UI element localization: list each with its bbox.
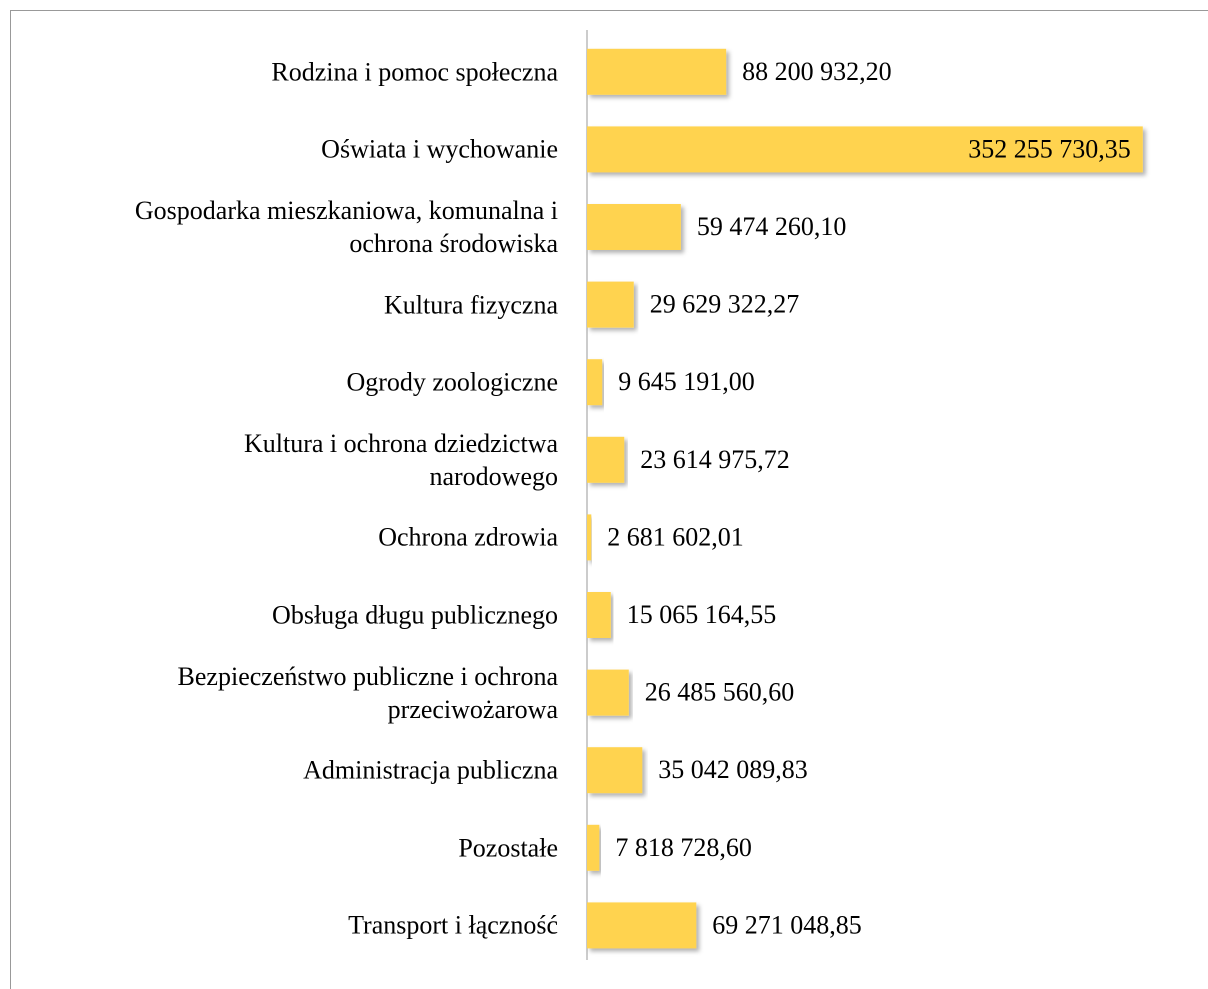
value-label: 352 255 730,35: [968, 134, 1131, 163]
bar: [587, 902, 697, 949]
category-label: Pozostałe: [458, 833, 558, 863]
category-label: Bezpieczeństwo publiczne i ochrona przec…: [177, 661, 558, 724]
chart-frame: [10, 10, 1208, 989]
category-label: Kultura i ochrona dziedzictwa narodowego: [243, 428, 558, 491]
value-label: 29 629 322,27: [650, 290, 800, 319]
bar: [587, 359, 603, 406]
category-label: Ogrody zoologiczne: [346, 367, 558, 397]
category-label: Oświata i wychowanie: [321, 134, 558, 164]
bar: [587, 281, 634, 328]
value-label: 15 065 164,55: [627, 600, 777, 629]
bar: [587, 126, 1143, 173]
value-label: 88 200 932,20: [742, 57, 892, 86]
category-label: Ochrona zdrowia: [378, 522, 558, 552]
value-label: 69 271 048,85: [712, 910, 862, 939]
value-label: 59 474 260,10: [697, 212, 847, 241]
bar: [587, 514, 592, 561]
category-label: Kultura fizyczna: [384, 290, 558, 320]
value-label: 7 818 728,60: [615, 833, 752, 862]
bar: [587, 824, 600, 871]
category-label: Transport i łączność: [348, 910, 558, 940]
bar: [587, 592, 611, 638]
category-label: Rodzina i pomoc społeczna: [271, 57, 558, 87]
value-label: 23 614 975,72: [640, 445, 790, 474]
category-label: Gospodarka mieszkaniowa, komunalna i och…: [134, 196, 558, 258]
bar: [587, 436, 625, 483]
bar: [587, 747, 643, 794]
bar: [587, 669, 629, 716]
value-label: 35 042 089,83: [658, 755, 808, 784]
value-label: 9 645 191,00: [618, 367, 755, 396]
bar: [587, 48, 727, 95]
category-label: Administracja publiczna: [303, 755, 558, 785]
bar: [587, 204, 681, 250]
value-label: 2 681 602,01: [607, 522, 744, 551]
value-label: 26 485 560,60: [645, 678, 795, 707]
category-label: Obsługa długu publicznego: [272, 600, 558, 630]
